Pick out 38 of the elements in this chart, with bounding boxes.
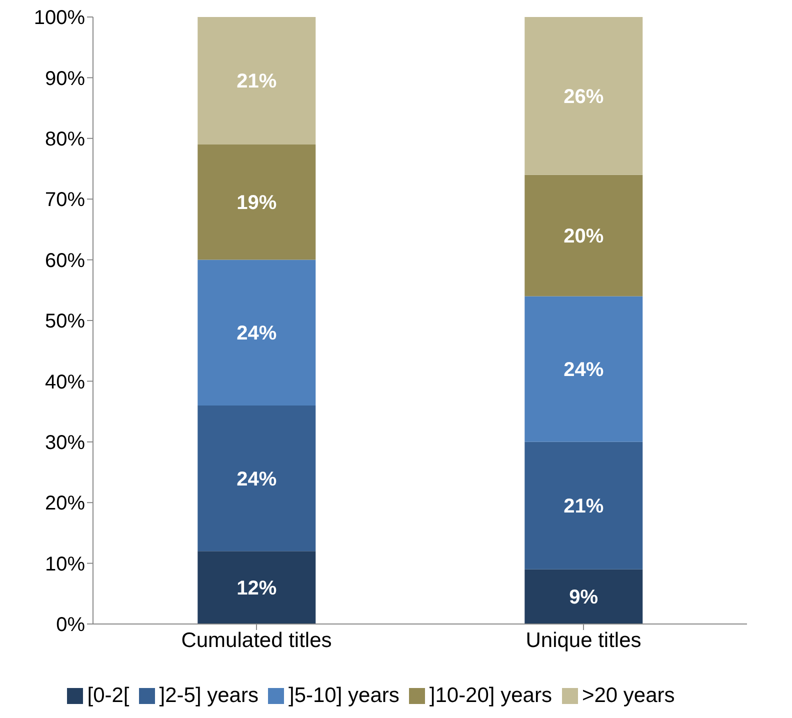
data-label: 24% bbox=[236, 468, 277, 490]
bar bbox=[524, 296, 643, 442]
data-label: 9% bbox=[569, 586, 598, 609]
legend-label: ]2-5] years bbox=[159, 684, 258, 707]
data-label: 24% bbox=[564, 359, 604, 382]
bar bbox=[524, 174, 643, 296]
y-tick-label: 50% bbox=[44, 310, 86, 333]
data-label: 21% bbox=[564, 496, 604, 518]
bar bbox=[198, 405, 316, 552]
y-tick-label: 20% bbox=[44, 492, 86, 515]
y-tick-label: 40% bbox=[44, 371, 86, 394]
y-tick-label: 80% bbox=[44, 128, 86, 150]
bar bbox=[524, 442, 643, 570]
data-label: 20% bbox=[564, 226, 604, 248]
data-label: 21% bbox=[236, 70, 277, 93]
data-label: 12% bbox=[236, 578, 277, 600]
legend-label: [0-2[ bbox=[87, 684, 130, 707]
legend-label: ]10-20] years bbox=[429, 684, 552, 707]
y-tick-label: 30% bbox=[44, 432, 86, 454]
y-tick-label: 10% bbox=[44, 553, 86, 576]
y-tick-label: 70% bbox=[44, 189, 86, 212]
x-tick-label: Cumulated titles bbox=[181, 628, 332, 652]
y-tick-label: 90% bbox=[44, 68, 86, 90]
y-tick-label: 100% bbox=[34, 7, 86, 30]
data-label: 19% bbox=[236, 192, 277, 214]
bar bbox=[198, 260, 316, 406]
data-label: 24% bbox=[236, 322, 277, 345]
bar bbox=[198, 144, 316, 260]
bar bbox=[198, 17, 316, 144]
bar bbox=[524, 17, 643, 175]
bar bbox=[198, 551, 316, 624]
y-tick-label: 60% bbox=[44, 250, 86, 272]
legend-label: >20 years bbox=[582, 684, 675, 707]
y-tick-label: 0% bbox=[56, 614, 86, 636]
x-tick-label: Unique titles bbox=[526, 628, 642, 652]
data-label: 26% bbox=[564, 86, 604, 108]
legend-label: ]5-10] years bbox=[288, 684, 400, 707]
bar bbox=[524, 569, 643, 624]
